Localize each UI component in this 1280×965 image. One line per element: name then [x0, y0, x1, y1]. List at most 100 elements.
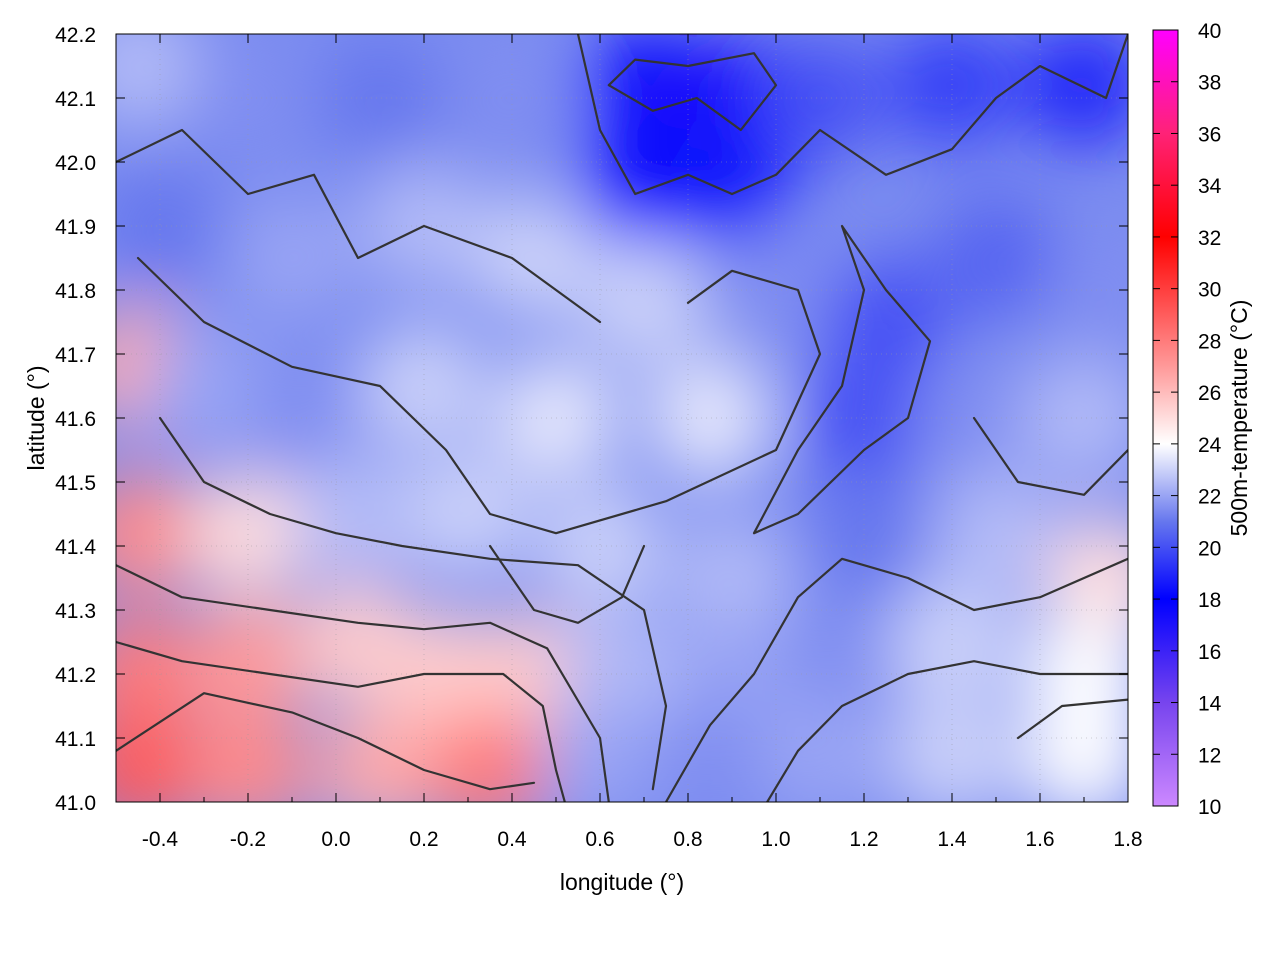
- temperature-sample: [186, 471, 310, 596]
- temperature-sample: [142, 324, 266, 448]
- contour-line: [158, 416, 668, 791]
- contour-line: [664, 557, 1128, 802]
- y-tick-label: 41.1: [55, 728, 96, 751]
- temperature-sample: [230, 196, 354, 320]
- temperature-sample: [934, 471, 1058, 596]
- y-tick-label: 41.6: [55, 408, 96, 431]
- temperature-sample: [296, 452, 420, 576]
- temperature-sample: [648, 695, 772, 802]
- temperature-sample: [538, 695, 662, 802]
- temperature-sample: [890, 34, 1014, 148]
- colorbar-gradient: [1152, 29, 1179, 807]
- temperature-sample: [116, 34, 200, 128]
- temperature-sample: [186, 599, 310, 724]
- temperature-sample: [802, 356, 926, 480]
- temperature-sample: [318, 708, 442, 802]
- temperature-sample: [1022, 356, 1128, 480]
- x-tick-label: 0.2: [409, 828, 438, 851]
- y-tick-label: 41.5: [55, 472, 96, 495]
- x-tick-label: 0.4: [497, 828, 527, 851]
- temperature-sample: [582, 240, 706, 365]
- colorbar-tick-label: 34: [1198, 175, 1222, 198]
- y-tick-label: 41.2: [55, 664, 96, 687]
- y-tick-label: 41.8: [55, 280, 96, 303]
- x-axis-title: longitude (°): [560, 869, 684, 895]
- colorbar-tick-label: 24: [1198, 434, 1222, 457]
- temperature-sample: [582, 119, 706, 244]
- colorbar-tick-label: 14: [1198, 693, 1222, 716]
- contour-line: [972, 416, 1128, 496]
- x-axis-ticks: -0.4 -0.2 0.0 0.2 0.4 0.6 0.8 1.0 1.2 1.4 1.6 1.8: [115, 34, 1143, 851]
- y-tick-label: 41.0: [55, 792, 96, 815]
- x-tick-label: -0.4: [142, 828, 179, 851]
- colorbar-tick-label: 40: [1198, 20, 1221, 43]
- x-tick-label: 0.6: [585, 828, 614, 851]
- temperature-sample: [252, 356, 376, 480]
- temperature-sample: [472, 196, 596, 320]
- temperature-sample: [890, 580, 1014, 704]
- temperature-sample: [824, 260, 948, 384]
- colorbar-tick-label: 28: [1198, 330, 1221, 353]
- temperature-sample: [934, 196, 1058, 320]
- contour-line: [766, 660, 1128, 802]
- y-axis-title: latitude (°): [23, 365, 49, 470]
- colorbar-tick-label: 30: [1198, 279, 1221, 302]
- y-tick-label: 41.7: [55, 344, 96, 367]
- temperature-sample: [670, 516, 794, 640]
- temperature-sample: [758, 695, 882, 802]
- temperature-sample: [758, 36, 882, 160]
- x-tick-label: 1.8: [1113, 828, 1142, 851]
- temperature-sample: [116, 471, 200, 596]
- heatmap-field: [116, 34, 1128, 802]
- x-tick-label: 1.2: [849, 828, 878, 851]
- temperature-sample: [116, 164, 222, 288]
- colorbar-tick-label: 18: [1198, 589, 1221, 612]
- x-tick-label: 1.4: [937, 828, 967, 851]
- temperature-sample: [648, 356, 772, 480]
- colorbar-tick-label: 22: [1198, 486, 1221, 509]
- colorbar-tick-label: 26: [1198, 382, 1221, 405]
- x-tick-label: 1.6: [1025, 828, 1054, 851]
- temperature-sample: [116, 708, 200, 802]
- colorbar-tick-label: 32: [1198, 227, 1221, 250]
- y-tick-label: 41.9: [55, 216, 96, 239]
- contour-line: [488, 544, 646, 624]
- temperature-sample: [362, 324, 486, 448]
- temperature-sample: [670, 119, 794, 244]
- colorbar-tick-label: 10: [1198, 796, 1221, 819]
- colorbar-title: 500m-temperature (°C): [1226, 300, 1252, 537]
- y-tick-label: 42.0: [55, 152, 96, 175]
- contour-line: [607, 52, 778, 132]
- temperature-sample: [318, 36, 442, 160]
- y-tick-label: 42.1: [55, 88, 96, 111]
- x-tick-label: 0.8: [673, 828, 702, 851]
- contour-lines: [116, 34, 1128, 802]
- temperature-sample: [186, 36, 310, 160]
- y-tick-label: 41.4: [55, 536, 96, 559]
- x-tick-label: -0.2: [230, 828, 266, 851]
- contour-line: [116, 564, 610, 802]
- colorbar-tick-label: 16: [1198, 641, 1221, 664]
- y-tick-label: 41.3: [55, 600, 96, 623]
- contour-line: [136, 256, 822, 535]
- colorbar-tick-label: 36: [1198, 123, 1221, 146]
- contour-line: [1016, 698, 1128, 740]
- colorbar-tick-label: 38: [1198, 72, 1221, 95]
- temperature-sample: [116, 612, 200, 736]
- y-tick-label: 42.2: [55, 24, 96, 47]
- x-tick-label: 1.0: [761, 828, 790, 851]
- colorbar-ticks: 10 12 14 16 18 20 22 24 26 28 30 32 34 36 38 40: [1153, 20, 1222, 819]
- contour-line: [116, 128, 602, 324]
- temperature-sample: [186, 708, 310, 802]
- y-axis-ticks: 41.0 41.1 41.2 41.3 41.4 41.5 41.6 41.7 41.8 41.9…: [55, 24, 1128, 815]
- temperature-sample: [406, 452, 530, 576]
- contour-line: [752, 224, 932, 535]
- contour-line: [116, 640, 566, 802]
- temperature-sample: [428, 708, 552, 802]
- temperature-sample: [802, 471, 926, 596]
- temperature-sample: [1022, 34, 1128, 148]
- temperature-sample: [890, 695, 1014, 802]
- colorbar-tick-label: 12: [1198, 744, 1221, 767]
